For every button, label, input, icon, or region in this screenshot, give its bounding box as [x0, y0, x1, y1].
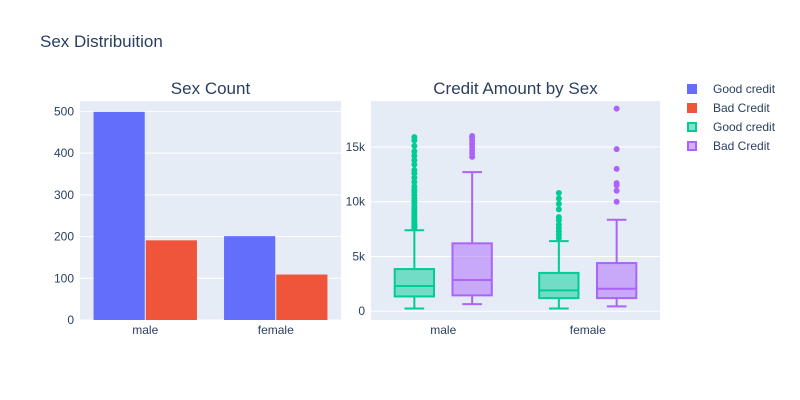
x-tick-label: female	[258, 323, 294, 337]
legend-swatch	[687, 122, 697, 132]
x-tick-label: female	[570, 323, 606, 337]
bar-chart-panel: Sex Count 0 100 200 300 400 500 male female	[54, 79, 341, 337]
outlier-point	[411, 166, 418, 173]
legend-swatch	[687, 103, 697, 113]
outlier-point	[411, 134, 418, 141]
y-tick-label: 100	[54, 271, 74, 285]
box-chart-title: Credit Amount by Sex	[433, 79, 598, 98]
x-tick-label: male	[430, 323, 456, 337]
outlier-point	[555, 200, 562, 207]
figure-title: Sex Distribuition	[40, 32, 163, 51]
outlier-point	[411, 174, 418, 181]
box-iqr	[538, 271, 580, 300]
legend-label: Good credit	[713, 120, 776, 134]
box-good-credit-male	[393, 134, 436, 310]
box-iqr	[451, 242, 493, 297]
outlier-point	[555, 189, 562, 196]
bar-y-axis: 0 100 200 300 400 500	[54, 104, 74, 327]
legend-label: Good credit	[713, 82, 776, 96]
box-x-axis: male female	[430, 323, 606, 337]
box-gridlines	[371, 146, 660, 312]
box-bad-credit-female	[595, 105, 638, 308]
outlier-point	[613, 187, 620, 194]
bar-bad-credit-male	[145, 240, 197, 320]
outlier-point	[411, 142, 418, 149]
bar-marks	[93, 111, 328, 321]
y-tick-label: 300	[54, 188, 74, 202]
outlier-point	[555, 214, 562, 221]
box-good-credit-female	[538, 189, 580, 310]
box-iqr	[595, 262, 638, 300]
outlier-point	[613, 165, 620, 172]
bar-x-axis: male female	[132, 323, 294, 337]
outlier-point	[555, 206, 562, 213]
legend-swatch	[687, 141, 697, 151]
outlier-point	[613, 105, 620, 112]
outlier-point	[411, 152, 418, 159]
outlier-point	[555, 195, 562, 202]
y-tick-label: 200	[54, 230, 74, 244]
legend-item-good-credit-box[interactable]: Good credit	[684, 118, 794, 137]
legend-item-bad-credit-box[interactable]: Bad Credit	[684, 137, 794, 156]
y-tick-label: 400	[54, 146, 74, 160]
legend-item-good-credit-bar[interactable]: Good credit	[684, 80, 794, 99]
legend-label: Bad Credit	[713, 101, 770, 115]
outlier-point	[613, 198, 620, 205]
outlier-point	[411, 179, 418, 186]
y-tick-label: 15k	[346, 140, 366, 154]
outlier-point	[555, 221, 562, 228]
y-tick-label: 10k	[346, 195, 366, 209]
bar-good-credit-female	[224, 236, 276, 320]
legend-swatch	[687, 84, 697, 94]
bar-bad-credit-female	[276, 274, 328, 320]
box-marks	[393, 105, 638, 310]
box-chart-panel: Credit Amount by Sex 0 5k 10k 15k male femal…	[346, 79, 660, 337]
legend-item-bad-credit-bar[interactable]: Bad Credit	[684, 99, 794, 118]
box-y-axis: 0 5k 10k 15k	[346, 140, 366, 318]
box-iqr	[393, 268, 436, 298]
bar-chart-title: Sex Count	[171, 79, 251, 98]
outlier-point	[411, 183, 418, 190]
outlier-point	[469, 133, 476, 140]
outlier-point	[411, 161, 418, 168]
y-tick-label: 5k	[352, 249, 366, 263]
y-tick-label: 500	[54, 104, 74, 118]
outlier-point	[613, 146, 620, 153]
bar-good-credit-male	[93, 111, 145, 321]
box-bad-credit-male	[451, 133, 493, 306]
legend-label: Bad Credit	[713, 139, 770, 153]
legend: Good credit Bad Credit Good credit Bad C…	[684, 80, 794, 156]
y-tick-label: 0	[67, 313, 74, 327]
outlier-point	[411, 157, 418, 164]
y-tick-label: 0	[358, 304, 365, 318]
x-tick-label: male	[132, 323, 158, 337]
outlier-point	[411, 148, 418, 155]
outlier-point	[613, 180, 620, 187]
